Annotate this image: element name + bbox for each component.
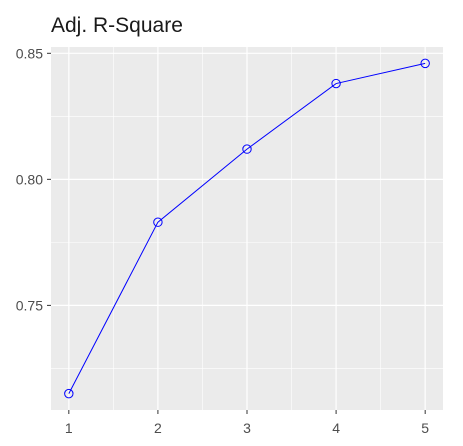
- chart-title: Adj. R-Square: [51, 14, 183, 37]
- x-tick-label: 3: [243, 420, 251, 436]
- x-tick-label: 5: [421, 420, 429, 436]
- tick-labels: 1 2 3 4 5 0.75 0.80 0.85: [16, 45, 430, 436]
- major-gridlines: [51, 47, 443, 410]
- data-point-5: [420, 58, 430, 69]
- data-point-4: [331, 78, 341, 89]
- data-point-1: [64, 388, 74, 399]
- x-tick-label: 1: [65, 420, 73, 436]
- x-tick-label: 2: [154, 420, 162, 436]
- series-group: [64, 58, 430, 399]
- y-tick-label: 0.80: [16, 171, 43, 187]
- data-point-2: [153, 217, 163, 227]
- series-line: [68, 62, 426, 394]
- y-tick-label: 0.85: [16, 45, 43, 61]
- data-point-3: [242, 144, 252, 154]
- axis-ticks: [47, 52, 426, 414]
- x-tick-label: 4: [332, 420, 340, 436]
- y-tick-label: 0.75: [16, 297, 43, 313]
